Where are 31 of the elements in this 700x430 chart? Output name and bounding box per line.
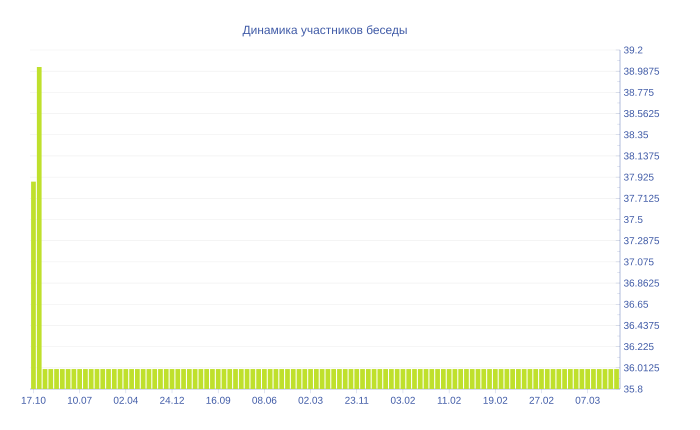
y-tick-label: 38.5625: [624, 110, 660, 118]
y-tick-label: 36.225: [624, 343, 654, 350]
x-tick-label: 16.09: [206, 396, 230, 404]
x-tick-label: 02.04: [114, 396, 138, 404]
x-tick-label: 10.07: [68, 396, 92, 404]
y-tick-label: 36.4375: [624, 322, 660, 329]
x-tick-label: 17.10: [22, 396, 46, 404]
y-tick-label: 37.5: [624, 216, 642, 224]
x-tick-label: 02.03: [298, 396, 323, 404]
y-tick-label: 38.35: [624, 131, 648, 138]
y-tick-label: 39.2: [624, 46, 642, 54]
chart-title: Динамика участников беседы: [242, 25, 407, 36]
y-tick-label: 37.925: [624, 174, 654, 181]
x-tick-label: 19.02: [484, 396, 508, 404]
x-tick-label: 03.02: [390, 396, 415, 404]
y-tick-label: 36.8625: [624, 280, 660, 287]
y-tick-label: 37.075: [624, 258, 654, 266]
y-tick-label: 38.775: [624, 88, 654, 96]
y-tick-label: 38.9875: [624, 68, 660, 75]
x-tick-label: 23.11: [345, 396, 368, 404]
y-tick-label: 35.8: [624, 385, 642, 393]
y-tick-label: 38.1375: [624, 152, 660, 160]
y-tick-label: 36.65: [624, 300, 648, 308]
x-tick-label: 11.02: [438, 396, 461, 404]
x-tick-label: 07.03: [576, 396, 600, 404]
x-tick-label: 08.06: [252, 396, 276, 404]
x-tick-label: 24.12: [160, 396, 184, 404]
x-tick-label: 27.02: [530, 396, 554, 404]
y-tick-label: 37.7125: [624, 194, 660, 202]
y-tick-label: 36.0125: [624, 364, 660, 372]
y-tick-label: 37.2875: [624, 237, 660, 244]
